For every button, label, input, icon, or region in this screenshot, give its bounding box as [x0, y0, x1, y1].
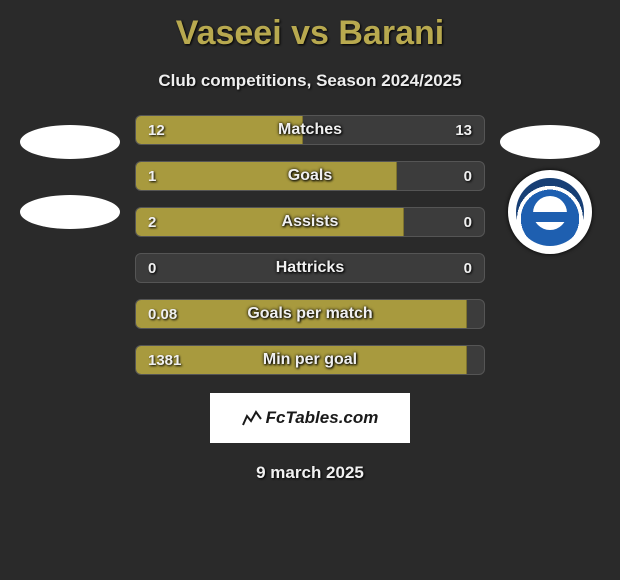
stat-row: 0.08Goals per match — [135, 299, 485, 329]
root: Vaseei vs Barani Club competitions, Seas… — [0, 0, 620, 580]
date-label: 9 march 2025 — [0, 463, 620, 483]
stat-row: 0 0Hattricks — [135, 253, 485, 283]
player-left-photo — [20, 112, 120, 172]
stat-value-right: 0 — [464, 208, 472, 236]
stat-value-left: 0 — [148, 254, 156, 282]
stat-fill-left — [136, 300, 467, 328]
stats-bars: 1213Matches10Goals20Assists00Hattricks0.… — [135, 115, 485, 375]
player-right-photo — [500, 112, 600, 172]
stat-label: Hattricks — [136, 254, 484, 282]
stat-fill-left — [136, 116, 303, 144]
left-badge-column — [20, 112, 120, 252]
club-right-logo — [500, 182, 600, 242]
subtitle: Club competitions, Season 2024/2025 — [0, 71, 620, 91]
stat-value-right: 0 — [464, 162, 472, 190]
stat-fill-left — [136, 208, 404, 236]
stat-row: 1213Matches — [135, 115, 485, 145]
watermark-text: FcTables.com — [266, 408, 379, 428]
club-left-logo — [20, 182, 120, 242]
stat-fill-left — [136, 162, 397, 190]
watermark-icon — [242, 410, 262, 426]
club-badge-blue — [508, 170, 592, 254]
stat-fill-left — [136, 346, 467, 374]
stat-row: 20Assists — [135, 207, 485, 237]
stat-row: 1381Min per goal — [135, 345, 485, 375]
page-title: Vaseei vs Barani — [0, 14, 620, 53]
stat-row: 10Goals — [135, 161, 485, 191]
stat-value-right: 0 — [464, 254, 472, 282]
stat-value-right: 13 — [455, 116, 472, 144]
watermark: FcTables.com — [210, 393, 410, 443]
right-badge-column — [500, 112, 600, 252]
